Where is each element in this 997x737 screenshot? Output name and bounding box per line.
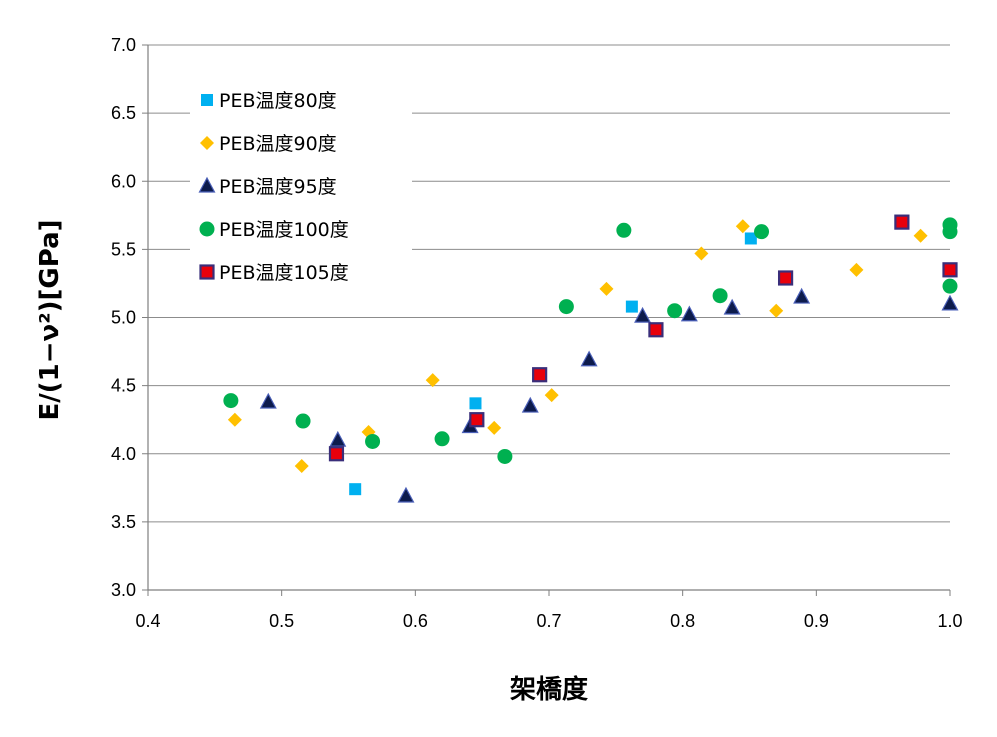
- data-point: [712, 288, 728, 304]
- data-point: [625, 300, 638, 313]
- legend-entry: PEB温度90度: [200, 133, 337, 155]
- data-point: [793, 287, 811, 304]
- legend-marker: [199, 264, 215, 280]
- data-points: [223, 214, 959, 503]
- data-point: [349, 483, 362, 496]
- axes: [142, 44, 951, 596]
- legend-label: PEB温度105度: [219, 262, 349, 284]
- y-tick-label: 7.0: [111, 35, 136, 55]
- x-tick-label: 1.0: [937, 611, 962, 631]
- data-point: [227, 412, 242, 427]
- data-point: [648, 322, 664, 338]
- data-point: [599, 281, 614, 296]
- y-tick-labels: 3.0 3.5 4.0 4.5 5.0 5.5 6.0 6.5 7.0: [111, 35, 136, 600]
- data-point: [680, 305, 698, 322]
- legend-entry: PEB温度80度: [201, 90, 337, 112]
- data-point: [941, 294, 959, 311]
- data-point: [328, 446, 345, 462]
- x-tick-label: 0.6: [403, 611, 428, 631]
- legend-marker: [201, 94, 213, 106]
- data-point: [744, 232, 757, 245]
- data-point: [942, 278, 958, 294]
- data-point: [777, 270, 794, 286]
- x-tick-labels: 0.4 0.5 0.6 0.7 0.8 0.9 1.0: [135, 611, 962, 631]
- data-point: [469, 412, 485, 428]
- data-point: [295, 413, 311, 429]
- data-point: [667, 303, 683, 319]
- data-point: [754, 224, 770, 240]
- data-point: [469, 397, 482, 410]
- data-point: [580, 350, 598, 367]
- legend-label: PEB温度90度: [219, 133, 337, 155]
- legend-marker: [198, 176, 216, 193]
- data-point: [769, 303, 784, 318]
- data-point: [329, 430, 347, 447]
- legend: PEB温度80度 PEB温度90度 PEB温度95度 PEB温度100度 PEB温度10…: [190, 78, 412, 298]
- data-point: [425, 373, 440, 388]
- data-point: [913, 228, 928, 243]
- data-point: [849, 262, 864, 277]
- data-point: [521, 396, 539, 413]
- y-tick-label: 6.0: [111, 171, 136, 191]
- x-tick-label: 0.7: [536, 611, 561, 631]
- data-point: [532, 367, 548, 383]
- legend-marker: [199, 221, 215, 237]
- data-point: [942, 224, 958, 240]
- legend-label: PEB温度80度: [219, 90, 337, 112]
- y-tick-label: 4.5: [111, 376, 136, 396]
- y-axis-title: E/(1−ν²)[GPa]: [35, 219, 65, 420]
- y-tick-label: 3.0: [111, 580, 136, 600]
- data-point: [634, 306, 652, 323]
- data-point: [735, 219, 750, 234]
- series-1: [349, 232, 757, 496]
- data-point: [558, 299, 574, 315]
- x-tick-label: 0.8: [670, 611, 695, 631]
- data-point: [294, 459, 309, 474]
- data-point: [894, 214, 910, 230]
- x-tick-label: 0.4: [135, 611, 160, 631]
- data-point: [616, 222, 632, 238]
- x-tick-label: 0.5: [269, 611, 294, 631]
- data-point: [942, 262, 958, 278]
- legend-entry: PEB温度95度: [198, 176, 337, 198]
- x-tick-label: 0.9: [804, 611, 829, 631]
- y-tick-label: 5.0: [111, 308, 136, 328]
- y-tick-label: 4.0: [111, 444, 136, 464]
- legend-entry: PEB温度100度: [199, 219, 349, 241]
- y-tick-label: 3.5: [111, 512, 136, 532]
- legend-label: PEB温度95度: [219, 176, 337, 198]
- gridlines: [148, 44, 950, 523]
- x-axis-title: 架橋度: [510, 674, 588, 705]
- data-point: [259, 392, 277, 409]
- y-tick-label: 5.5: [111, 239, 136, 259]
- data-point: [497, 448, 513, 464]
- y-tick-label: 6.5: [111, 103, 136, 123]
- legend-marker: [200, 136, 214, 150]
- data-point: [694, 246, 709, 261]
- data-point: [223, 393, 239, 409]
- series-2: [227, 219, 928, 474]
- data-point: [397, 486, 415, 503]
- data-point: [544, 388, 559, 403]
- series-4: [223, 217, 958, 464]
- legend-background: [190, 78, 412, 298]
- legend-label: PEB温度100度: [219, 219, 349, 241]
- data-point: [723, 298, 741, 315]
- legend-entry: PEB温度105度: [199, 262, 349, 284]
- series-5: [328, 214, 958, 462]
- data-point: [487, 420, 502, 435]
- data-point: [365, 433, 381, 449]
- data-point: [434, 431, 450, 447]
